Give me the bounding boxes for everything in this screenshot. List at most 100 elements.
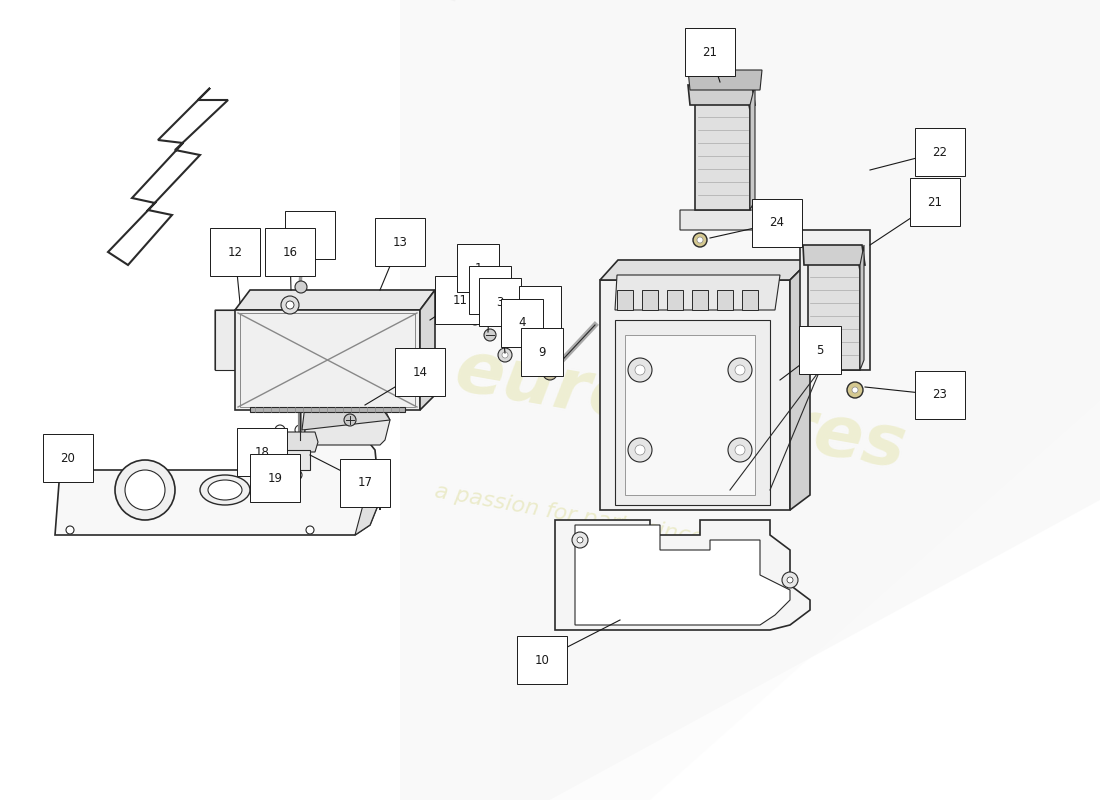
Text: 3: 3 — [537, 303, 543, 317]
Circle shape — [572, 532, 588, 548]
Circle shape — [295, 281, 307, 293]
Polygon shape — [600, 260, 810, 280]
Circle shape — [502, 352, 508, 358]
Circle shape — [578, 537, 583, 543]
Circle shape — [635, 365, 645, 375]
Circle shape — [70, 435, 90, 455]
Text: 1: 1 — [474, 262, 482, 274]
Circle shape — [547, 370, 553, 376]
Polygon shape — [667, 290, 683, 310]
Text: 19: 19 — [267, 471, 283, 485]
Text: 4: 4 — [518, 317, 526, 330]
Text: 14: 14 — [412, 366, 428, 378]
Circle shape — [470, 315, 480, 325]
Polygon shape — [860, 245, 864, 370]
Polygon shape — [342, 0, 1100, 2]
Polygon shape — [688, 70, 762, 90]
Ellipse shape — [208, 480, 242, 500]
Text: 18: 18 — [254, 446, 270, 458]
Polygon shape — [510, 320, 542, 345]
Polygon shape — [400, 0, 1100, 800]
Polygon shape — [803, 245, 865, 265]
Ellipse shape — [200, 475, 250, 505]
Text: 22: 22 — [933, 146, 947, 158]
Polygon shape — [717, 290, 733, 310]
Polygon shape — [642, 290, 658, 310]
Text: 21: 21 — [927, 195, 943, 209]
Polygon shape — [278, 432, 318, 452]
Polygon shape — [305, 405, 390, 445]
Polygon shape — [235, 310, 420, 410]
Circle shape — [116, 460, 175, 520]
Circle shape — [852, 387, 858, 393]
Polygon shape — [355, 460, 380, 535]
Text: 16: 16 — [283, 246, 297, 258]
Text: 12: 12 — [228, 246, 242, 258]
Text: 17: 17 — [358, 477, 373, 490]
Polygon shape — [692, 290, 708, 310]
Circle shape — [786, 577, 793, 583]
Circle shape — [728, 438, 752, 462]
Polygon shape — [750, 85, 755, 210]
Circle shape — [635, 445, 645, 455]
Circle shape — [847, 382, 864, 398]
Text: 5: 5 — [816, 343, 824, 357]
Text: 24: 24 — [770, 217, 784, 230]
Circle shape — [275, 425, 285, 435]
Circle shape — [693, 233, 707, 247]
Circle shape — [344, 414, 356, 426]
Polygon shape — [800, 230, 870, 370]
Circle shape — [628, 358, 652, 382]
Circle shape — [527, 349, 534, 355]
Circle shape — [306, 526, 313, 534]
Text: 2: 2 — [486, 283, 494, 297]
Circle shape — [728, 358, 752, 382]
Circle shape — [498, 348, 512, 362]
Circle shape — [286, 301, 294, 309]
Text: eurospares: eurospares — [449, 336, 911, 484]
Polygon shape — [55, 425, 380, 535]
Text: a passion for parts since 1985: a passion for parts since 1985 — [432, 481, 768, 559]
Circle shape — [76, 441, 84, 449]
Circle shape — [522, 345, 537, 359]
Circle shape — [295, 395, 305, 405]
Polygon shape — [695, 100, 750, 210]
PathPatch shape — [108, 88, 228, 265]
Polygon shape — [615, 275, 780, 310]
Circle shape — [484, 329, 496, 341]
Polygon shape — [790, 260, 810, 510]
Circle shape — [735, 445, 745, 455]
Text: 13: 13 — [393, 235, 407, 249]
Text: 20: 20 — [60, 451, 76, 465]
Text: 10: 10 — [535, 654, 549, 666]
Text: 21: 21 — [703, 46, 717, 58]
Circle shape — [735, 365, 745, 375]
Polygon shape — [214, 310, 235, 370]
Circle shape — [292, 470, 302, 480]
Polygon shape — [615, 320, 770, 505]
Circle shape — [628, 438, 652, 462]
Text: 9: 9 — [538, 346, 546, 358]
Polygon shape — [742, 290, 758, 310]
Circle shape — [66, 526, 74, 534]
Polygon shape — [420, 290, 434, 410]
Text: 15: 15 — [302, 229, 318, 242]
Circle shape — [697, 237, 703, 243]
Polygon shape — [214, 310, 262, 370]
Polygon shape — [600, 280, 790, 510]
Circle shape — [543, 366, 557, 380]
Circle shape — [295, 425, 305, 435]
Polygon shape — [575, 525, 790, 625]
Circle shape — [125, 470, 165, 510]
Circle shape — [782, 572, 797, 588]
Polygon shape — [285, 450, 310, 470]
Polygon shape — [617, 290, 632, 310]
Polygon shape — [235, 290, 434, 310]
Polygon shape — [302, 405, 390, 430]
Polygon shape — [625, 335, 755, 495]
Text: 23: 23 — [933, 389, 947, 402]
Polygon shape — [250, 407, 405, 412]
Text: 11: 11 — [452, 294, 468, 306]
Polygon shape — [680, 210, 775, 230]
Circle shape — [280, 296, 299, 314]
